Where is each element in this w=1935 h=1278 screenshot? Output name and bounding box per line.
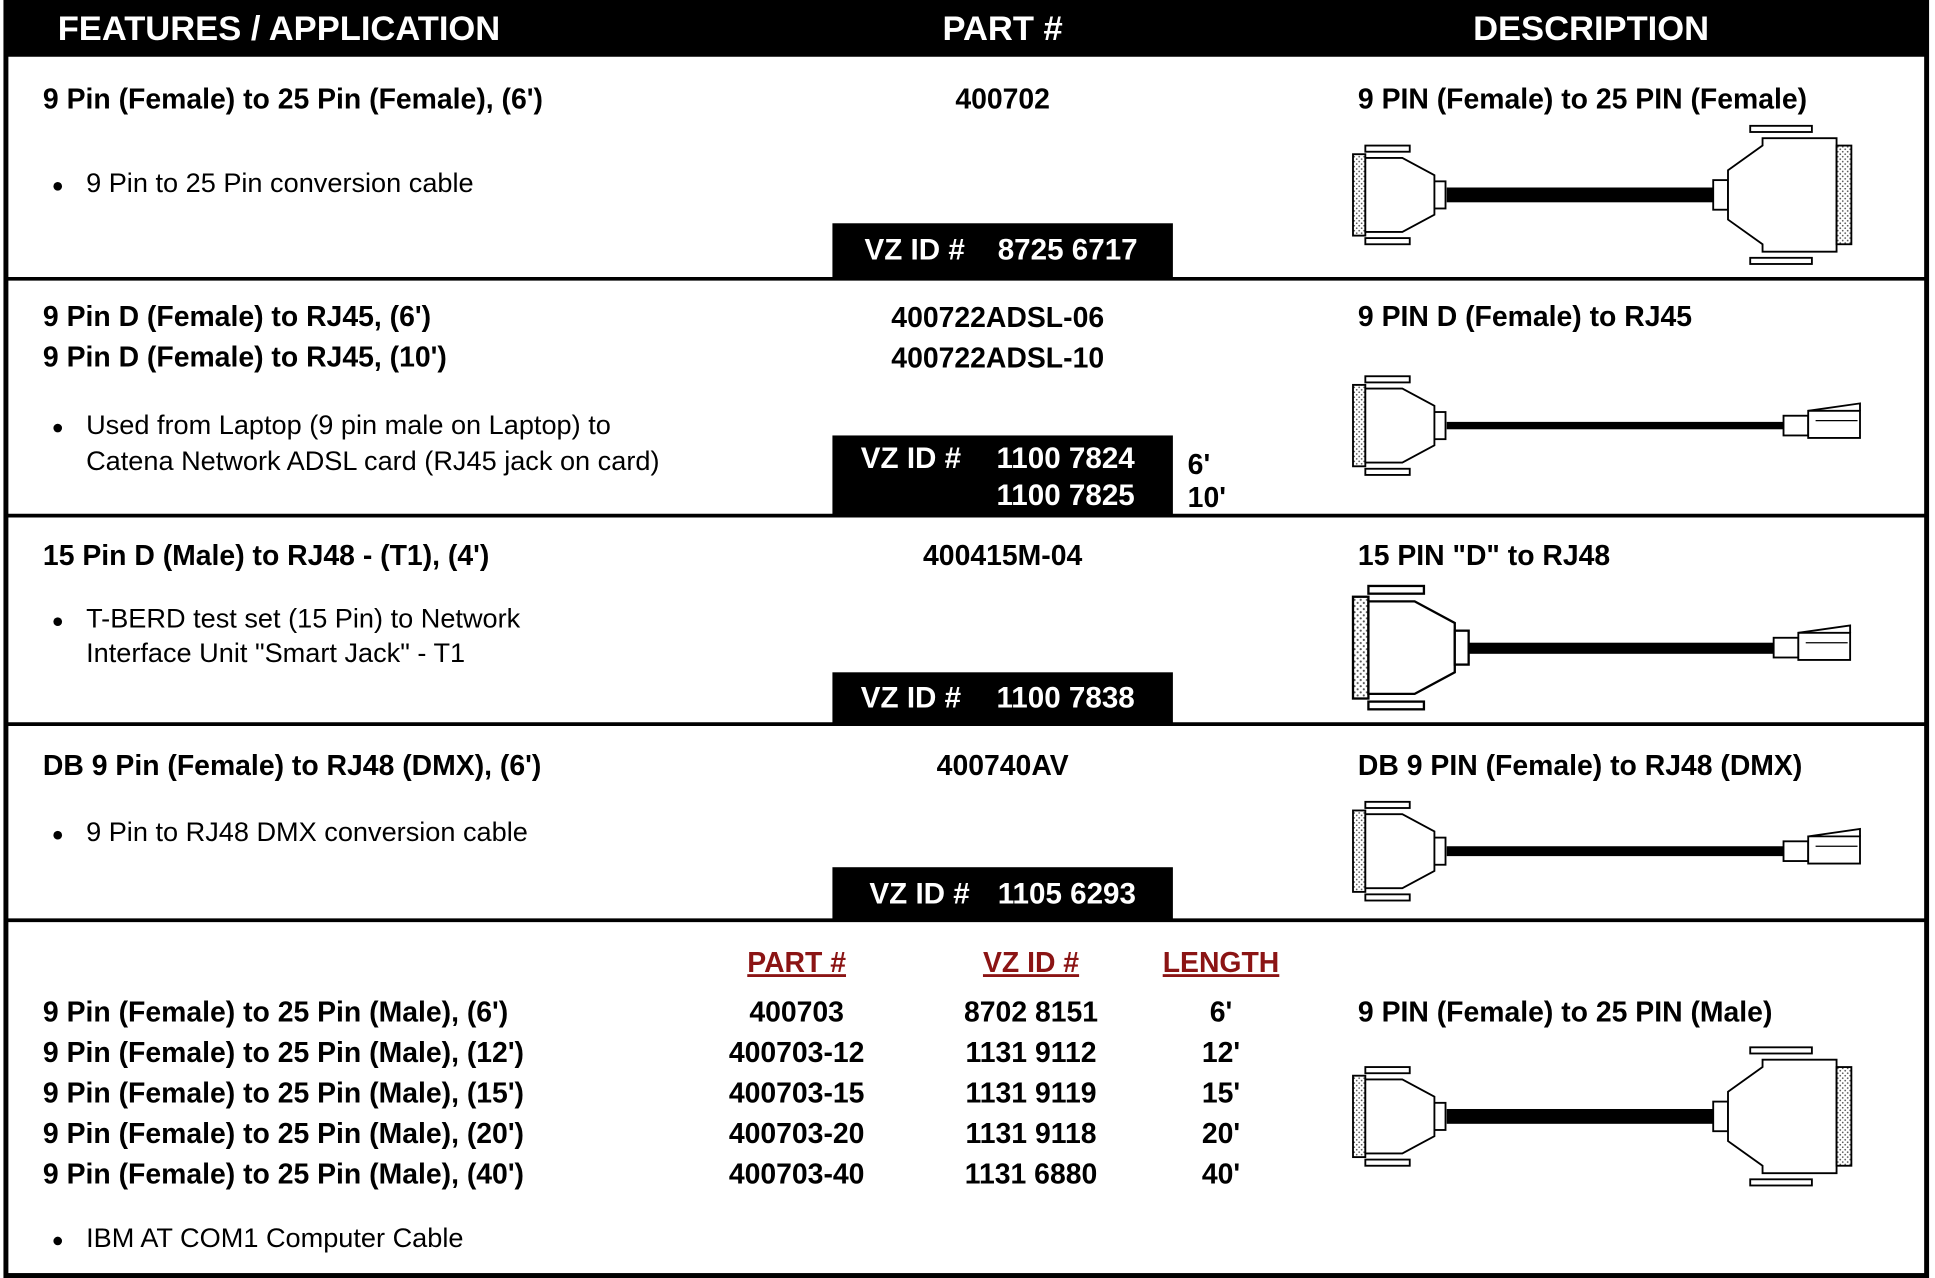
length: 10': [1188, 482, 1226, 514]
description: 9 PIN D (Female) to RJ45: [1358, 301, 1692, 333]
header-cell: PART #: [943, 10, 1063, 48]
length: 15': [1202, 1077, 1240, 1109]
part-number: 400740AV: [937, 750, 1069, 782]
part-number: 400702: [955, 84, 1050, 116]
header-cell: FEATURES / APPLICATION: [58, 10, 501, 48]
description: 9 PIN (Female) to 25 PIN (Male): [1358, 997, 1772, 1029]
bullet-text: Used from Laptop (9 pin male on Laptop) …: [86, 409, 611, 440]
bullet-text: T-BERD test set (15 Pin) to Network: [86, 603, 521, 634]
row-title: 15 Pin D (Male) to RJ48 - (T1), (4'): [43, 540, 489, 572]
vz-box: [832, 435, 1173, 516]
vz-id: 1100 7825: [996, 479, 1134, 512]
bullet: [53, 1236, 63, 1246]
vz-box: [832, 672, 1173, 725]
vz-label: VZ ID #: [869, 877, 969, 910]
column-header: LENGTH: [1163, 947, 1280, 979]
bullet-text: 9 Pin to 25 Pin conversion cable: [86, 167, 474, 198]
column-header: VZ ID #: [983, 947, 1079, 979]
vz-id: 1131 6880: [965, 1158, 1098, 1190]
vz-label: VZ ID #: [864, 233, 964, 266]
vz-box: [832, 223, 1173, 278]
row-title: 9 Pin D (Female) to RJ45, (10'): [43, 341, 447, 373]
row-title: 9 Pin (Female) to 25 Pin (Male), (12'): [43, 1037, 524, 1069]
row-title: DB 9 Pin (Female) to RJ48 (DMX), (6'): [43, 750, 541, 782]
row-title: 9 Pin (Female) to 25 Pin (Male), (6'): [43, 997, 508, 1029]
row-title: 9 Pin (Female) to 25 Pin (Male), (40'): [43, 1158, 524, 1190]
vz-id: 1105 6293: [998, 877, 1136, 910]
vz-label: VZ ID #: [861, 681, 961, 714]
length: 40': [1202, 1158, 1240, 1190]
vz-id: 8725 6717: [998, 233, 1138, 266]
vz-label: VZ ID #: [861, 442, 961, 475]
frame: [3, 0, 1930, 1278]
description: 9 PIN (Female) to 25 PIN (Female): [1358, 84, 1807, 116]
length: 6': [1188, 449, 1211, 481]
bullet-text: 9 Pin to RJ48 DMX conversion cable: [86, 816, 528, 847]
row-title: 9 Pin (Female) to 25 Pin (Male), (15'): [43, 1077, 524, 1109]
cable-illustration: [1352, 124, 1853, 265]
cable-illustration: [1351, 584, 1852, 711]
cable-illustration: [1352, 800, 1861, 902]
description: 15 PIN "D" to RJ48: [1358, 540, 1610, 572]
part-number: 400703: [749, 997, 844, 1029]
bullet: [53, 830, 63, 840]
bullet: [53, 617, 63, 627]
header-bar: [5, 2, 1927, 57]
part-number: 400722ADSL-06: [891, 302, 1104, 334]
cable-illustration: [1352, 1046, 1853, 1187]
part-number: 400703-15: [729, 1077, 865, 1109]
part-number: 400703-20: [729, 1118, 865, 1150]
vz-id: 1131 9112: [966, 1037, 1097, 1069]
length: 20': [1202, 1118, 1240, 1150]
row-title: 9 Pin D (Female) to RJ45, (6'): [43, 301, 431, 333]
bullet: [53, 181, 63, 191]
vz-box: [832, 867, 1173, 921]
bullet-text: Catena Network ADSL card (RJ45 jack on c…: [86, 445, 659, 476]
vz-id: 1131 9118: [966, 1118, 1097, 1150]
vz-id: 8702 8151: [964, 997, 1098, 1029]
part-number: 400703-12: [729, 1037, 865, 1069]
bullet: [53, 423, 63, 433]
part-number: 400415M-04: [923, 540, 1082, 572]
length: 12': [1202, 1037, 1240, 1069]
header-cell: DESCRIPTION: [1473, 10, 1709, 48]
column-header: PART #: [747, 947, 846, 979]
vz-id: 1100 7824: [996, 442, 1135, 475]
part-number: 400703-40: [729, 1158, 865, 1190]
cable-illustration: [1352, 375, 1861, 476]
multi-rows: 9 Pin (Female) to 25 Pin (Male), (6') 400…: [43, 997, 1240, 1191]
row-title: 9 Pin (Female) to 25 Pin (Male), (20'): [43, 1118, 524, 1150]
description: DB 9 PIN (Female) to RJ48 (DMX): [1358, 750, 1802, 782]
bullet-text: IBM AT COM1 Computer Cable: [86, 1222, 463, 1253]
vz-id: 1131 9119: [966, 1077, 1097, 1109]
bullet-text: Interface Unit "Smart Jack" - T1: [86, 637, 465, 668]
part-number: 400722ADSL-10: [891, 343, 1104, 375]
row-title: 9 Pin (Female) to 25 Pin (Female), (6'): [43, 84, 543, 116]
vz-id: 1100 7838: [996, 681, 1134, 714]
length: 6': [1210, 997, 1233, 1029]
